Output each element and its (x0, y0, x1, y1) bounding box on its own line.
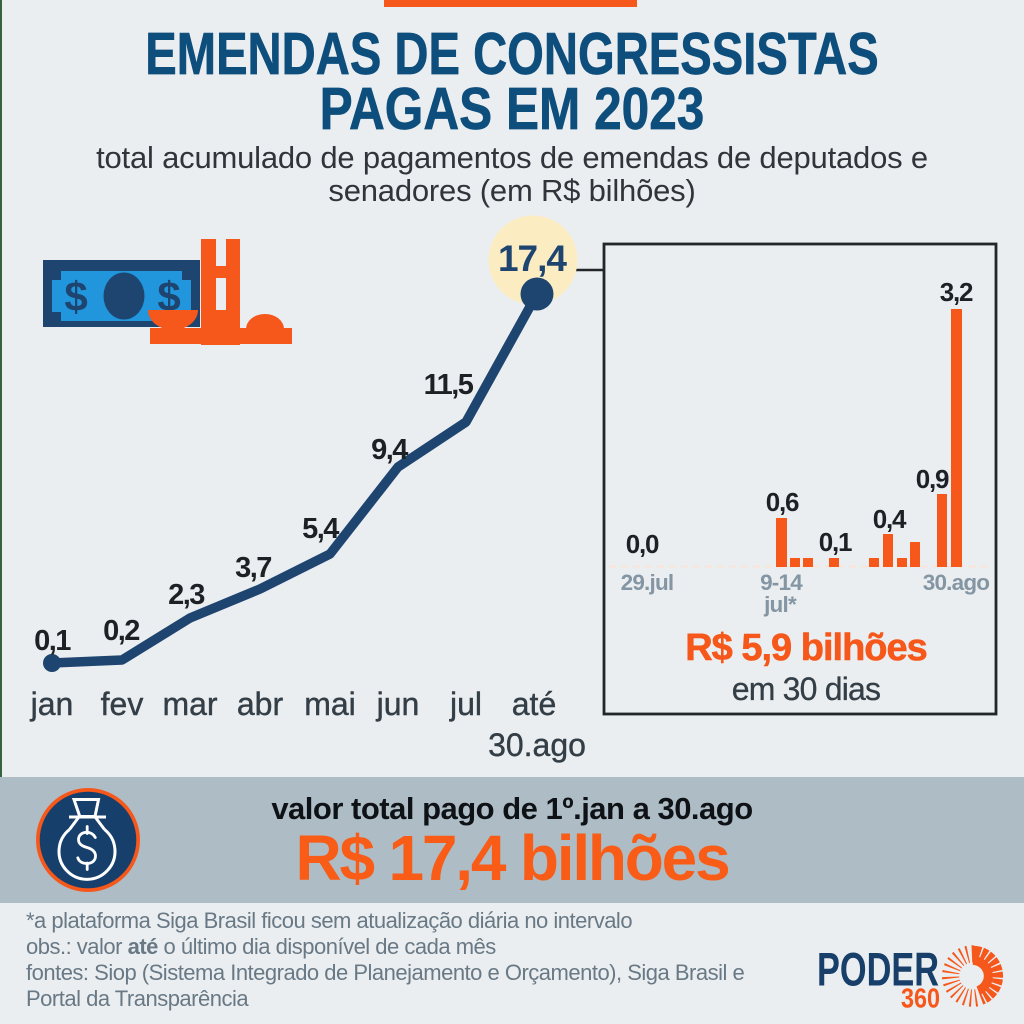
svg-text:0,1: 0,1 (34, 625, 71, 657)
svg-text:0,4: 0,4 (873, 504, 907, 534)
svg-text:mai: mai (304, 686, 356, 722)
svg-text:fev: fev (101, 686, 144, 722)
svg-text:0,1: 0,1 (819, 527, 852, 557)
svg-text:jun: jun (376, 686, 420, 722)
svg-text:30.ago: 30.ago (923, 570, 990, 595)
svg-text:0,6: 0,6 (766, 487, 799, 517)
svg-text:0,9: 0,9 (916, 464, 949, 494)
svg-text:9-14: 9-14 (760, 570, 803, 595)
svg-text:17,4: 17,4 (498, 238, 567, 279)
svg-text:jul*: jul* (763, 592, 797, 617)
svg-text:abr: abr (237, 686, 284, 722)
svg-text:9,4: 9,4 (371, 434, 408, 466)
svg-text:0,2: 0,2 (103, 615, 139, 647)
svg-text:3,2: 3,2 (940, 277, 973, 307)
svg-text:11,5: 11,5 (424, 369, 474, 401)
svg-text:$: $ (64, 273, 87, 320)
svg-text:29.jul: 29.jul (621, 570, 674, 595)
svg-text:até: até (512, 686, 556, 722)
svg-text:PODER: PODER (817, 943, 939, 996)
svg-text:jan: jan (30, 686, 74, 722)
svg-text:360: 360 (901, 983, 940, 1014)
svg-text:$: $ (157, 273, 180, 320)
svg-text:2,3: 2,3 (168, 579, 205, 611)
svg-text:0,0: 0,0 (626, 529, 659, 559)
svg-text:mar: mar (162, 686, 217, 722)
svg-text:em 30 dias: em 30 dias (732, 671, 881, 707)
svg-text:R$ 5,9 bilhões: R$ 5,9 bilhões (685, 627, 927, 669)
svg-text:3,7: 3,7 (235, 552, 271, 584)
svg-text:jul: jul (449, 686, 482, 722)
svg-text:5,4: 5,4 (302, 513, 339, 545)
svg-text:30.ago: 30.ago (488, 727, 586, 763)
